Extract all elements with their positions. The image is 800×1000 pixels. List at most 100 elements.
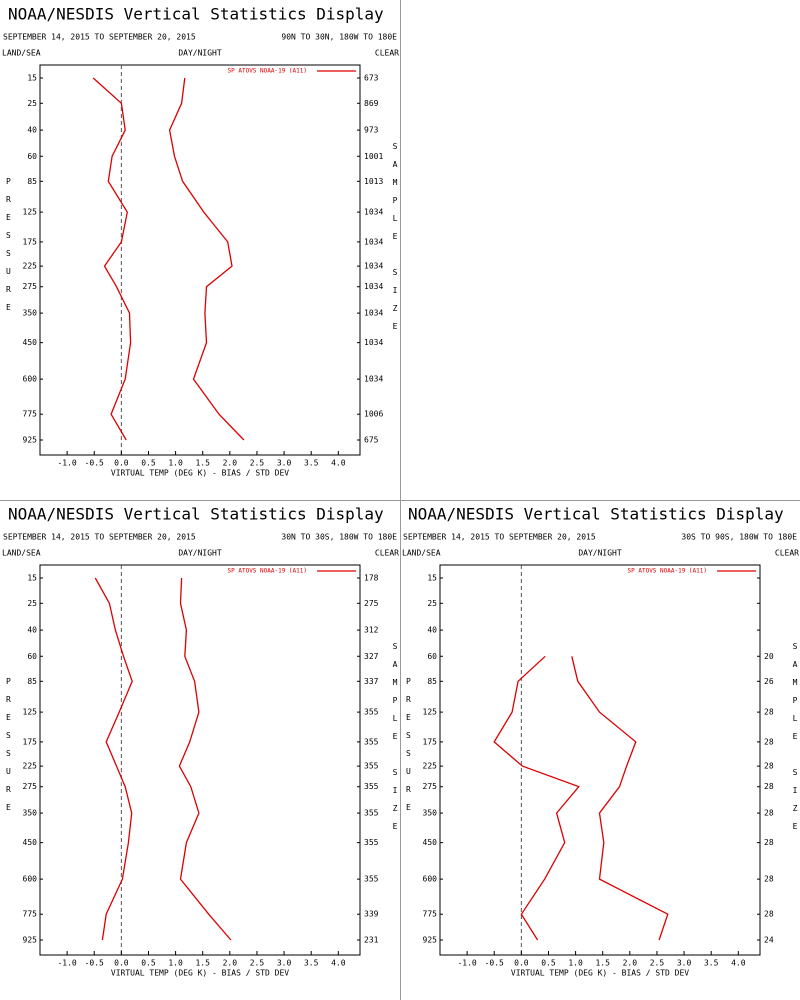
x-tick-label: 3.5 <box>304 959 319 968</box>
sample-size: 355 <box>364 838 379 847</box>
legend-label: SP ATOVS NOAA-19 (A11) <box>628 568 707 575</box>
pressure-label: 40 <box>427 626 437 635</box>
sample-size: 1034 <box>364 338 383 347</box>
pressure-label: 175 <box>23 237 38 246</box>
sample-size: 28 <box>764 910 774 919</box>
sample-size: 337 <box>364 677 379 686</box>
sample-size: 1034 <box>364 237 383 246</box>
x-tick-label: 0.5 <box>141 459 156 468</box>
pressure-label: 15 <box>427 574 437 583</box>
x-axis-label: VIRTUAL TEMP (DEG K) - BIAS / STD DEV <box>111 969 289 978</box>
x-tick-label: 1.0 <box>168 459 183 468</box>
plot-frame <box>439 564 761 956</box>
sample-size: 869 <box>364 99 379 108</box>
region: 90N TO 30N, 180W TO 180E <box>281 33 397 42</box>
x-tick-label: -0.5 <box>85 959 104 968</box>
sample-size: 973 <box>364 126 379 135</box>
x-tick-label: 0.0 <box>514 959 529 968</box>
sample-size: 24 <box>764 936 774 945</box>
pressure-label: 450 <box>23 838 38 847</box>
pressure-label: 600 <box>23 875 38 884</box>
x-tick-label: 2.0 <box>623 959 638 968</box>
x-tick-label: -0.5 <box>85 459 104 468</box>
sample-size: 1034 <box>364 309 383 318</box>
x-tick-label: 1.0 <box>568 959 583 968</box>
region: 30S TO 90S, 180W TO 180E <box>681 533 797 542</box>
x-axis-label: VIRTUAL TEMP (DEG K) - BIAS / STD DEV <box>511 969 689 978</box>
sample-size: 1006 <box>364 410 383 419</box>
sky-label: CLEAR <box>775 549 799 558</box>
bias-line <box>94 577 133 941</box>
pressure-label: 60 <box>27 152 37 161</box>
sample-size: 355 <box>364 809 379 818</box>
x-tick-label: -1.0 <box>457 959 476 968</box>
sky-label: CLEAR <box>375 49 399 58</box>
sample-size: 28 <box>764 708 774 717</box>
pressure-label: 125 <box>423 708 438 717</box>
pressure-label: 600 <box>423 875 438 884</box>
plot-frame <box>39 564 361 956</box>
pressure-label: 85 <box>27 177 37 186</box>
pressure-label: 175 <box>423 737 438 746</box>
pressure-label: 275 <box>23 282 38 291</box>
bias-line <box>493 655 580 941</box>
pressure-label: 85 <box>427 677 437 686</box>
x-tick-label: 1.5 <box>195 459 210 468</box>
x-tick-label: 4.0 <box>731 959 746 968</box>
sample-size: 1013 <box>364 177 383 186</box>
land-sea-label: LAND/SEA <box>2 549 41 558</box>
day-night-label: DAY/NIGHT <box>578 549 622 558</box>
date-range: SEPTEMBER 14, 2015 TO SEPTEMBER 20, 2015 <box>3 533 196 542</box>
x-tick-label: 0.5 <box>141 959 156 968</box>
x-tick-label: 2.5 <box>250 459 265 468</box>
chart-title: NOAA/NESDIS Vertical Statistics Display <box>8 505 384 524</box>
x-tick-label: 3.5 <box>304 459 319 468</box>
sample-size: 28 <box>764 809 774 818</box>
sample-size: 28 <box>764 875 774 884</box>
chart-panel: NOAA/NESDIS Vertical Statistics Display S… <box>2 5 399 478</box>
pressure-label: 925 <box>23 436 38 445</box>
sample-size: 1034 <box>364 375 383 384</box>
pressure-label: 225 <box>23 262 38 271</box>
pressure-label: 15 <box>27 74 37 83</box>
sample-size: 28 <box>764 782 774 791</box>
land-sea-label: LAND/SEA <box>2 49 41 58</box>
pressure-label: 350 <box>23 309 38 318</box>
pressure-label: 40 <box>27 126 37 135</box>
sample-size: 355 <box>364 708 379 717</box>
x-tick-label: 4.0 <box>331 959 346 968</box>
x-tick-label: 3.0 <box>677 959 692 968</box>
chart-panel: NOAA/NESDIS Vertical Statistics Display S… <box>2 505 399 978</box>
pressure-label: 600 <box>23 375 38 384</box>
pressure-label: 25 <box>27 599 37 608</box>
x-tick-label: 3.0 <box>277 459 292 468</box>
x-tick-label: 3.0 <box>277 959 292 968</box>
pressure-label: 25 <box>27 99 37 108</box>
sample-size: 28 <box>764 737 774 746</box>
sample-size: 675 <box>364 436 379 445</box>
x-tick-label: 0.5 <box>541 959 556 968</box>
pressure-label: 125 <box>23 208 38 217</box>
pressure-label: 225 <box>423 762 438 771</box>
pressure-label: 450 <box>423 838 438 847</box>
x-axis-label: VIRTUAL TEMP (DEG K) - BIAS / STD DEV <box>111 469 289 478</box>
std-dev-line <box>571 656 669 941</box>
pressure-label: 775 <box>23 410 38 419</box>
std-dev-line <box>178 577 232 941</box>
sample-size: 178 <box>364 574 379 583</box>
sample-size: 327 <box>364 652 379 661</box>
x-tick-label: 1.5 <box>595 959 610 968</box>
pressure-label: 15 <box>27 574 37 583</box>
sample-size: 339 <box>364 910 379 919</box>
sample-size: 26 <box>764 677 774 686</box>
sample-size: 1034 <box>364 208 383 217</box>
sample-size: 355 <box>364 875 379 884</box>
x-tick-label: 3.5 <box>704 959 719 968</box>
sample-size: 1034 <box>364 282 383 291</box>
